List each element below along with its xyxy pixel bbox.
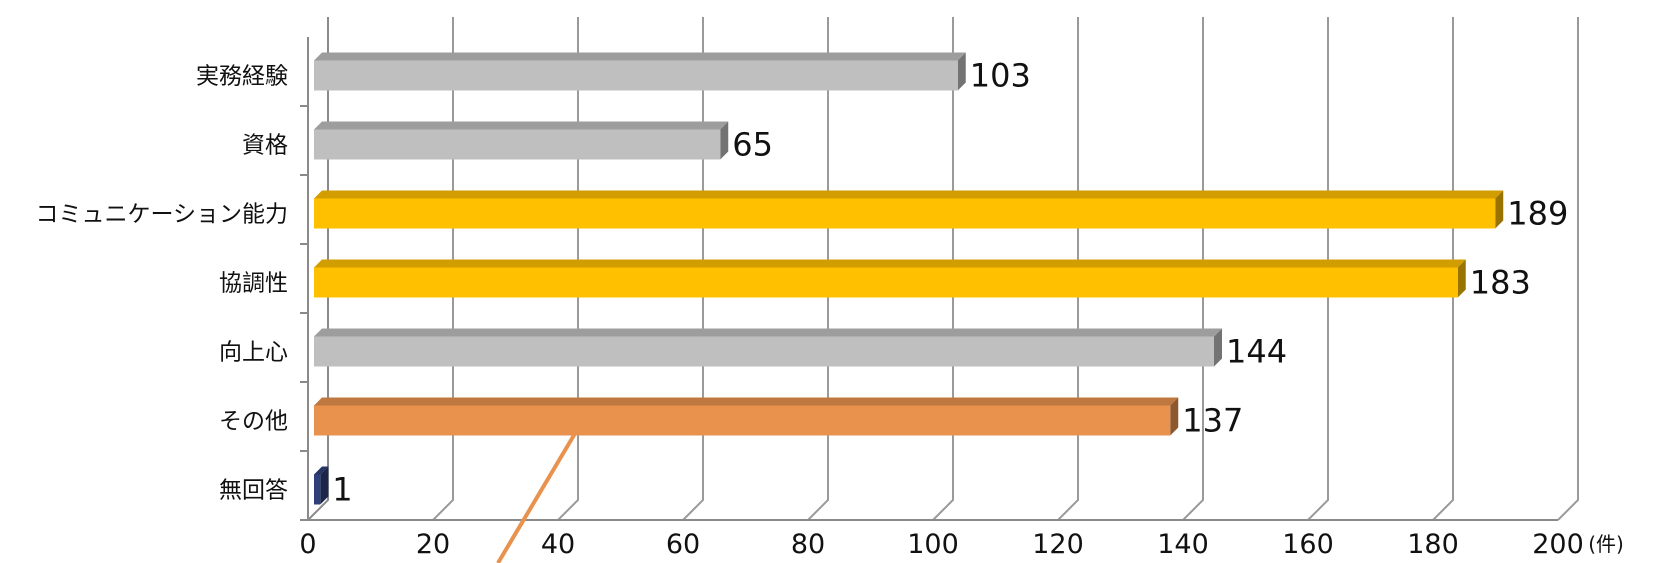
gridline-x-180: [1432, 17, 1454, 521]
bar-value-label: 183: [1470, 264, 1531, 302]
gridline-x-80: [807, 17, 829, 521]
y-category-label: コミュニケーション能力: [35, 202, 288, 228]
bar-value-label: 1: [332, 471, 352, 509]
gridlines: [432, 17, 1579, 521]
bar-top-face: [314, 259, 1466, 268]
bar-side-face: [1495, 190, 1504, 229]
bar-top-face: [314, 397, 1179, 406]
bar-top-face: [314, 466, 329, 475]
labels: 0 20 40 60 80 100 120 140 160 180 200 (件) 実務経験 103 資格 6…: [35, 57, 1623, 561]
x-tick-label: 100: [907, 529, 959, 560]
bar: [314, 267, 1458, 298]
bar: [314, 336, 1214, 367]
bar: [314, 405, 1171, 436]
x-unit-label: (件): [1588, 532, 1624, 556]
gridline-x-60: [682, 17, 704, 521]
bar-side-face: [957, 52, 966, 91]
bar-side-face: [720, 121, 729, 160]
bar-top-face: [314, 190, 1504, 199]
bar: [314, 60, 958, 91]
y-category-label: 向上心: [219, 340, 288, 366]
x-tick-label: 40: [541, 529, 575, 560]
bar-value-label: 144: [1226, 333, 1287, 371]
gridline-x-100: [932, 17, 954, 521]
gridline-x-200: [1557, 17, 1579, 521]
bar-value-label: 137: [1182, 402, 1243, 440]
bar-value-label: 189: [1507, 195, 1568, 233]
bar-value-label: 65: [732, 126, 773, 164]
gridline-x-120: [1057, 17, 1079, 521]
x-tick-label: 160: [1282, 529, 1334, 560]
bar: [314, 198, 1496, 229]
y-category-label: 実務経験: [196, 64, 288, 90]
y-category-label: 資格: [242, 133, 288, 159]
bar-top-face: [314, 121, 729, 130]
bar-side-face: [1214, 328, 1222, 367]
gridline-x-40: [557, 17, 579, 521]
x-tick-label: 120: [1032, 529, 1084, 560]
y-category-label: 無回答: [219, 478, 288, 504]
bar: [314, 129, 721, 160]
axes: [300, 17, 1558, 521]
bar-side-face: [1170, 397, 1179, 436]
bars: [314, 52, 1504, 505]
y-category-label: 協調性: [219, 271, 288, 297]
gridline-x-140: [1182, 17, 1204, 521]
callout-line: [496, 418, 585, 563]
bar-top-face: [314, 328, 1222, 337]
bar-side-face: [1457, 259, 1466, 298]
x-tick-label: 80: [791, 529, 825, 560]
bar-side-face: [320, 466, 329, 505]
x-tick-label: 20: [416, 529, 450, 560]
x-tick-label: 200: [1532, 529, 1584, 560]
y-category-label: その他: [219, 409, 288, 435]
y-axis-wall: [307, 17, 329, 521]
x-tick-label: 60: [666, 529, 700, 560]
x-tick-label: 140: [1157, 529, 1209, 560]
bar: [314, 474, 321, 505]
x-tick-label: 0: [299, 529, 316, 560]
gridline-x-20: [432, 17, 454, 521]
bar-value-label: 103: [970, 57, 1031, 95]
x-tick-label: 180: [1407, 529, 1459, 560]
bar-top-face: [314, 52, 966, 61]
gridline-x-160: [1307, 17, 1329, 521]
